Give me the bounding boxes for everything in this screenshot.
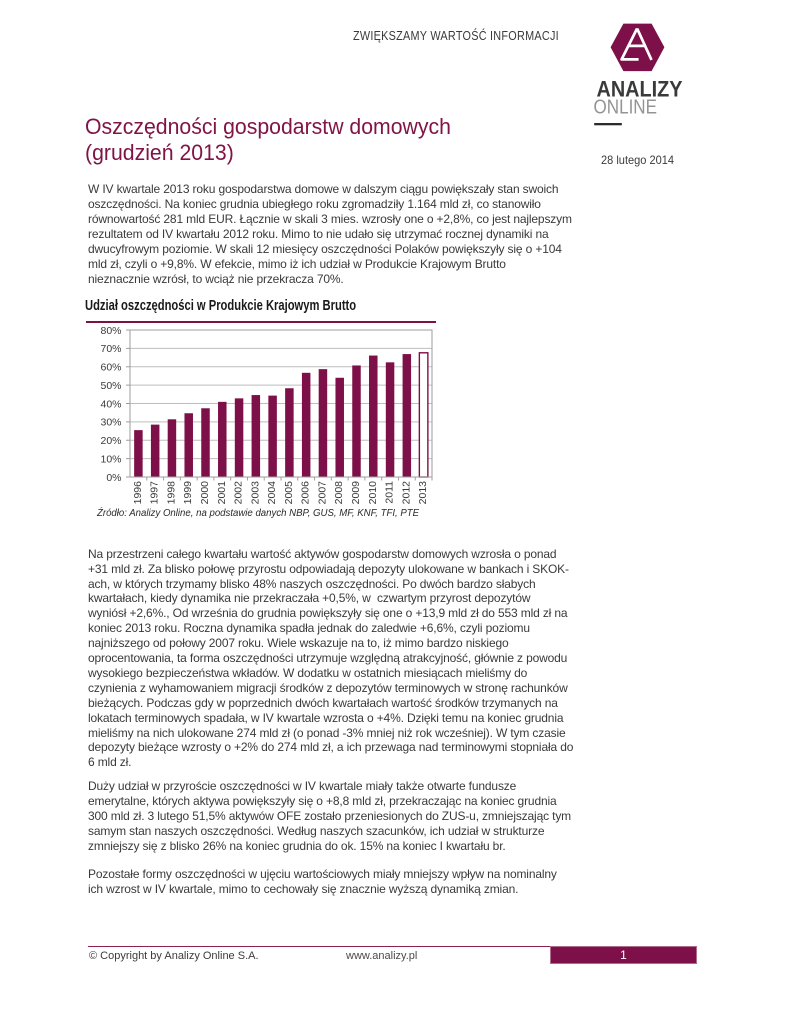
svg-text:30%: 30% — [100, 417, 121, 429]
svg-text:2002: 2002 — [233, 481, 245, 505]
svg-text:1999: 1999 — [182, 481, 194, 505]
svg-text:1996: 1996 — [132, 481, 144, 505]
svg-text:50%: 50% — [100, 380, 121, 392]
svg-text:2004: 2004 — [266, 481, 278, 505]
svg-text:2010: 2010 — [367, 481, 379, 505]
svg-text:80%: 80% — [100, 325, 121, 337]
svg-text:40%: 40% — [100, 398, 121, 410]
svg-text:2006: 2006 — [300, 481, 312, 505]
svg-text:2012: 2012 — [400, 481, 412, 505]
svg-text:2013: 2013 — [417, 481, 429, 505]
svg-text:2007: 2007 — [316, 481, 328, 505]
svg-text:2001: 2001 — [216, 481, 228, 505]
svg-text:20%: 20% — [100, 435, 121, 447]
svg-text:1997: 1997 — [149, 481, 161, 505]
svg-text:2003: 2003 — [249, 481, 261, 505]
svg-text:1998: 1998 — [165, 481, 177, 505]
svg-text:2005: 2005 — [283, 481, 295, 505]
svg-text:2009: 2009 — [350, 481, 362, 505]
svg-text:70%: 70% — [100, 343, 121, 355]
svg-text:ONLINE: ONLINE — [594, 95, 658, 118]
svg-text:2008: 2008 — [333, 481, 345, 505]
svg-text:0%: 0% — [106, 472, 121, 484]
svg-text:10%: 10% — [100, 453, 121, 465]
svg-text:ANALIZY: ANALIZY — [597, 77, 683, 102]
svg-text:2011: 2011 — [384, 481, 396, 504]
svg-text:60%: 60% — [100, 362, 121, 374]
svg-text:2000: 2000 — [199, 481, 211, 505]
